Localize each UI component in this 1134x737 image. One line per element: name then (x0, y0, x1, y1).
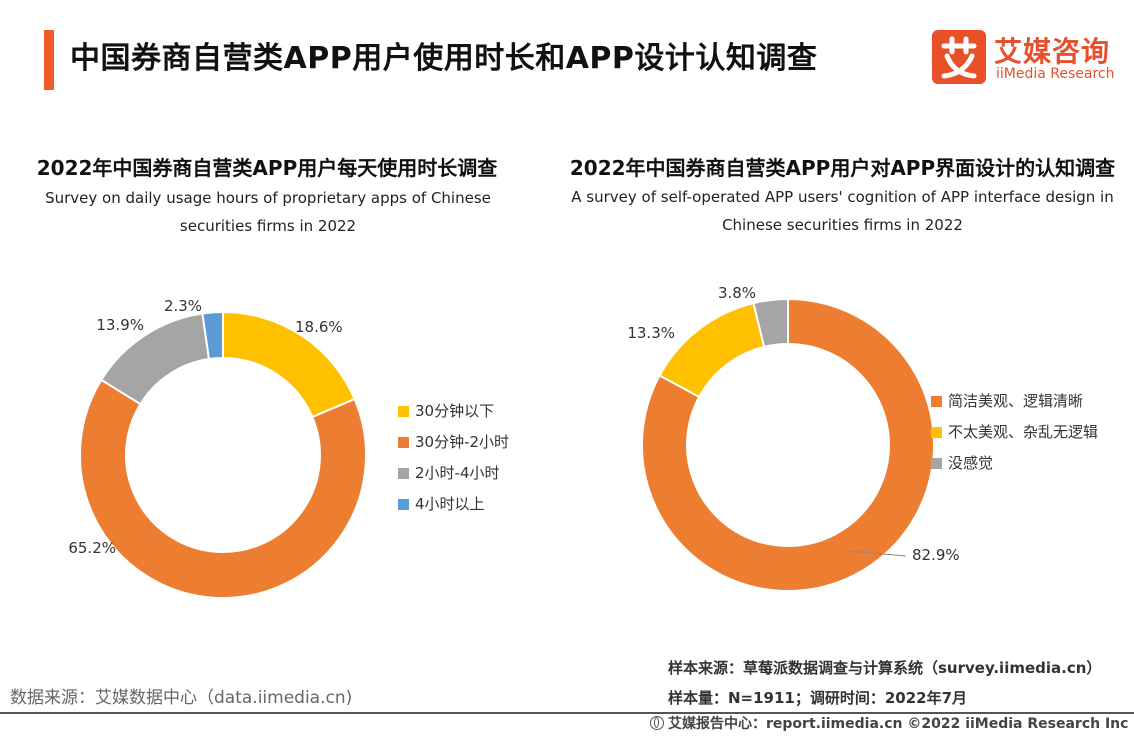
chart2-legend-swatch-1 (931, 427, 942, 438)
page-title: 中国券商自营类APP用户使用时长和APP设计认知调查 (70, 41, 818, 76)
chart2-slice-2 (752, 297, 789, 349)
sample-source-note: 样本来源：草莓派数据调查与计算系统（survey.iimedia.cn） (668, 659, 1102, 677)
chart1-legend-label-3: 4小时以上 (415, 495, 485, 513)
chart1-title: 2022年中国券商自营类APP用户每天使用时长调查 (36, 156, 498, 180)
chart2-legend-label-2: 没感觉 (948, 454, 993, 472)
brand-logo: 艾媒咨询 iiMedia Research (932, 28, 1122, 88)
chart1-legend-swatch-3 (398, 499, 409, 510)
chart1-data-label-2: 13.9% (96, 316, 144, 334)
chart2-subtitle-line2: Chinese securities firms in 2022 (722, 216, 963, 234)
chart2-data-label-0: 82.9% (912, 546, 960, 564)
chart2-legend-swatch-0 (931, 396, 942, 407)
chart1-slice-3 (201, 310, 224, 361)
chart2-data-label-2: 3.8% (718, 284, 756, 302)
chart2-legend-label-0: 简洁美观、逻辑清晰 (948, 392, 1083, 410)
chart2-data-label-1: 13.3% (627, 324, 675, 342)
chart1-legend-label-2: 2小时-4小时 (415, 464, 500, 482)
chart2-title: 2022年中国券商自营类APP用户对APP界面设计的认知调查 (569, 156, 1116, 180)
chart2-slice-0 (641, 297, 935, 592)
chart1-subtitle-line2: securities firms in 2022 (179, 217, 357, 235)
chart1-legend-label-0: 30分钟以下 (415, 402, 494, 420)
chart1-slice-1 (79, 378, 367, 599)
chart1-data-label-0: 18.6% (295, 318, 343, 336)
report-center-text: 艾媒报告中心：report.iimedia.cn ©2022 iiMedia R… (668, 716, 1129, 732)
chart1-data-label-3: 2.3% (164, 297, 202, 315)
footer-divider (0, 712, 1134, 714)
chart2-leader-line-0 (847, 550, 907, 557)
logo-text-en: iiMedia Research (996, 66, 1115, 82)
chart2-legend-label-1: 不太美观、杂乱无逻辑 (948, 423, 1098, 441)
logo-mark-icon (932, 30, 986, 84)
globe-icon (650, 716, 664, 730)
chart2-subtitle: A survey of self-operated APP users' cog… (560, 183, 1125, 239)
chart1-data-label-1: 65.2% (68, 539, 116, 557)
report-center-note: 艾媒报告中心：report.iimedia.cn ©2022 iiMedia R… (650, 713, 1128, 733)
chart1-legend-label-1: 30分钟-2小时 (415, 433, 509, 451)
chart2-legend-swatch-2 (931, 458, 942, 469)
chart1-subtitle: Survey on daily usage hours of proprieta… (18, 184, 518, 240)
chart2-subtitle-line1: A survey of self-operated APP users' cog… (571, 188, 1114, 206)
logo-text-cn: 艾媒咨询 (994, 35, 1111, 68)
chart1-legend-swatch-0 (398, 406, 409, 417)
chart1-legend-swatch-2 (398, 468, 409, 479)
chart1-donut: 18.6% 65.2% 13.9% 2.3% 30分钟以下 30分钟-2小时 2小时-4小时… (68, 297, 509, 599)
chart2-slice-1 (658, 301, 766, 399)
chart1-subtitle-line1: Survey on daily usage hours of proprieta… (45, 189, 491, 207)
data-source-note: 数据来源：艾媒数据中心（data.iimedia.cn) (10, 688, 353, 708)
title-accent-bar (44, 30, 54, 90)
chart1-legend-swatch-1 (398, 437, 409, 448)
sample-size-note: 样本量：N=1911；调研时间：2022年7月 (668, 689, 968, 707)
